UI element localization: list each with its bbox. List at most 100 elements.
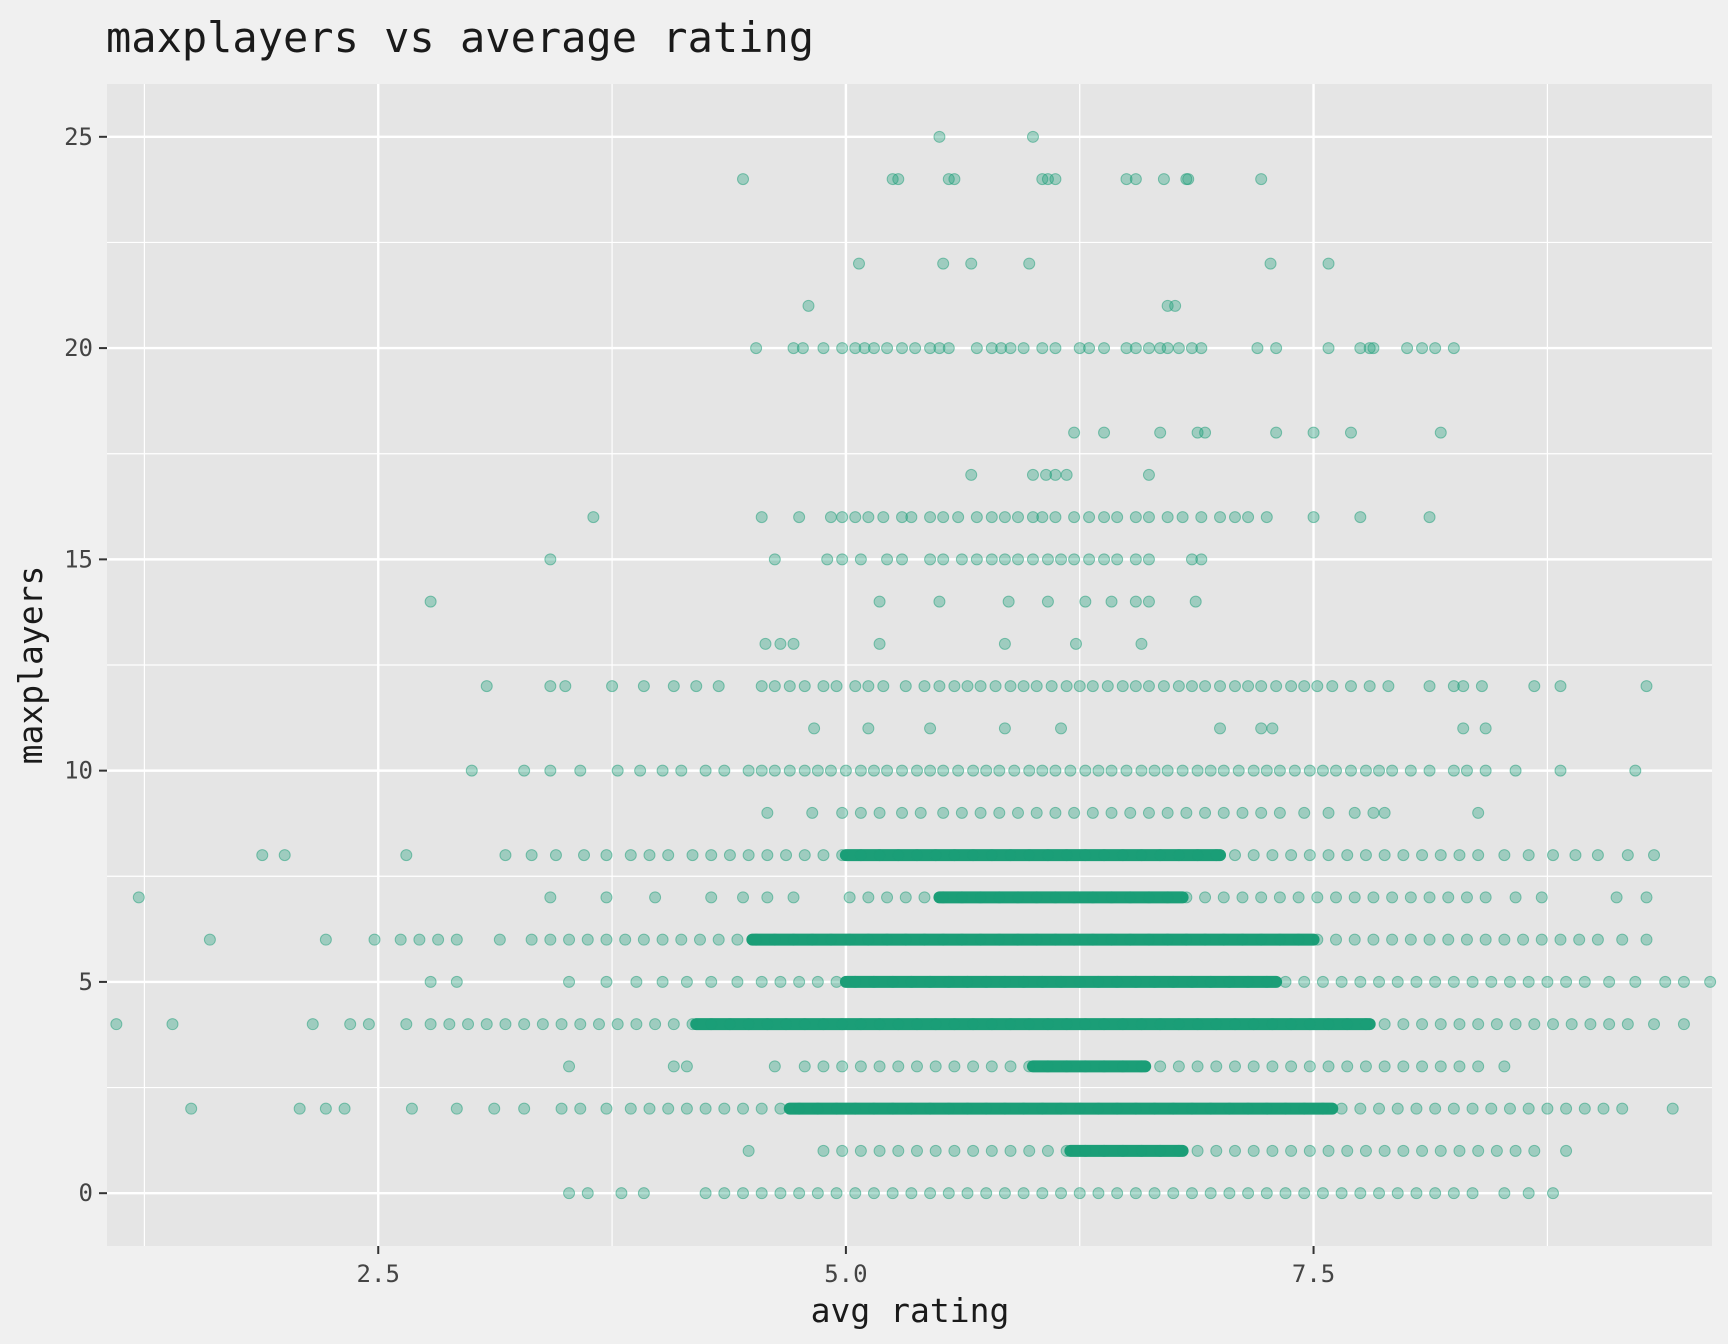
data-point xyxy=(1086,891,1099,904)
data-point xyxy=(656,975,669,988)
data-point xyxy=(1023,849,1036,862)
data-point xyxy=(1049,806,1062,819)
data-point xyxy=(811,764,824,777)
data-point xyxy=(344,1018,357,1031)
data-point xyxy=(1129,1102,1142,1115)
data-point xyxy=(1189,595,1202,608)
data-point xyxy=(1172,680,1185,693)
data-point xyxy=(1423,511,1436,524)
data-point xyxy=(1677,975,1690,988)
data-point xyxy=(1479,891,1492,904)
data-point xyxy=(1055,722,1068,735)
data-point xyxy=(319,1102,332,1115)
data-point xyxy=(1195,511,1208,524)
data-point xyxy=(1011,511,1024,524)
data-point xyxy=(424,1018,437,1031)
data-point xyxy=(1157,680,1170,693)
data-point xyxy=(1068,806,1081,819)
data-point xyxy=(1298,975,1311,988)
data-point xyxy=(1214,722,1227,735)
data-point xyxy=(1517,933,1530,946)
data-point xyxy=(480,1018,493,1031)
data-point xyxy=(1098,1144,1111,1157)
data-point xyxy=(1129,975,1142,988)
data-point xyxy=(1191,849,1204,862)
data-point xyxy=(1060,849,1073,862)
data-point xyxy=(965,468,978,481)
data-point xyxy=(1285,680,1298,693)
data-point xyxy=(1185,680,1198,693)
data-point xyxy=(525,849,538,862)
data-point xyxy=(499,849,512,862)
data-point xyxy=(1017,342,1030,355)
data-point xyxy=(1060,1018,1073,1031)
data-point xyxy=(1185,1187,1198,1200)
data-point xyxy=(1367,342,1380,355)
data-point xyxy=(1148,764,1161,777)
data-point xyxy=(1191,1144,1204,1157)
data-point xyxy=(1129,342,1142,355)
data-point xyxy=(1322,342,1335,355)
data-point xyxy=(1348,933,1361,946)
data-point xyxy=(1036,764,1049,777)
data-point xyxy=(1068,933,1081,946)
data-point xyxy=(993,891,1006,904)
data-point xyxy=(854,849,867,862)
data-point xyxy=(132,891,145,904)
data-point xyxy=(1522,1187,1535,1200)
data-point xyxy=(1105,595,1118,608)
data-point xyxy=(1578,1102,1591,1115)
data-point xyxy=(1030,680,1043,693)
data-point xyxy=(761,849,774,862)
data-point xyxy=(705,891,718,904)
data-point xyxy=(1341,1018,1354,1031)
data-point xyxy=(755,1102,768,1115)
data-point xyxy=(1434,426,1447,439)
data-point xyxy=(1120,764,1133,777)
data-point xyxy=(783,764,796,777)
data-point xyxy=(1142,468,1155,481)
data-point xyxy=(656,764,669,777)
data-point xyxy=(881,342,894,355)
data-point xyxy=(961,1102,974,1115)
data-point xyxy=(1410,1187,1423,1200)
data-point xyxy=(985,1144,998,1157)
data-point xyxy=(555,1018,568,1031)
data-point xyxy=(1434,849,1447,862)
data-point xyxy=(905,975,918,988)
data-point xyxy=(755,975,768,988)
data-point xyxy=(1068,511,1081,524)
data-point xyxy=(731,975,744,988)
data-point xyxy=(1386,933,1399,946)
data-point xyxy=(1101,680,1114,693)
data-point xyxy=(563,1060,576,1073)
data-point xyxy=(690,680,703,693)
data-point xyxy=(961,680,974,693)
data-point xyxy=(1442,891,1455,904)
data-point xyxy=(1330,764,1343,777)
data-point xyxy=(980,975,993,988)
data-point xyxy=(1391,1187,1404,1200)
data-point xyxy=(1030,891,1043,904)
data-point xyxy=(544,680,557,693)
data-point xyxy=(755,764,768,777)
data-point xyxy=(1036,511,1049,524)
data-point xyxy=(830,1187,843,1200)
data-point xyxy=(1466,1102,1479,1115)
data-point xyxy=(1092,1187,1105,1200)
data-point xyxy=(1273,764,1286,777)
data-point xyxy=(1453,1018,1466,1031)
data-point xyxy=(768,680,781,693)
data-point xyxy=(1079,849,1092,862)
data-point xyxy=(1228,680,1241,693)
data-point xyxy=(1475,680,1488,693)
data-point xyxy=(1086,933,1099,946)
data-point xyxy=(1124,891,1137,904)
data-point xyxy=(488,1102,501,1115)
data-point xyxy=(1116,680,1129,693)
data-point xyxy=(1023,764,1036,777)
data-point xyxy=(1049,511,1062,524)
data-point xyxy=(624,1102,637,1115)
data-point xyxy=(1068,891,1081,904)
data-point xyxy=(1260,764,1273,777)
